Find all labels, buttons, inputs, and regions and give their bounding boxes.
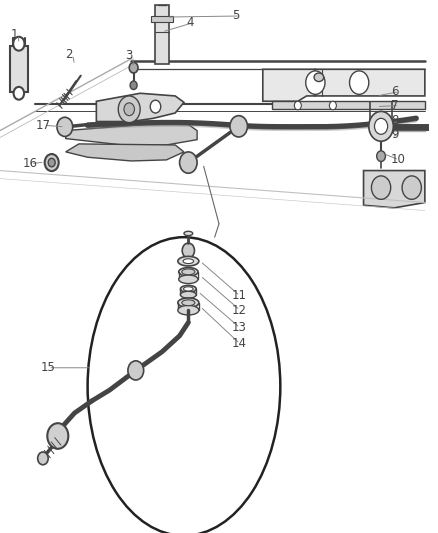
Polygon shape	[272, 101, 425, 109]
Polygon shape	[96, 93, 184, 122]
Circle shape	[402, 176, 421, 199]
Ellipse shape	[178, 305, 199, 315]
Circle shape	[129, 62, 138, 73]
Ellipse shape	[184, 287, 193, 291]
Ellipse shape	[179, 268, 198, 276]
Ellipse shape	[184, 231, 193, 236]
Bar	[151, 16, 173, 22]
Bar	[10, 46, 28, 92]
Polygon shape	[364, 171, 425, 208]
Text: 10: 10	[391, 154, 406, 166]
Text: 5: 5	[232, 10, 240, 22]
Text: 7: 7	[391, 99, 399, 112]
Circle shape	[13, 37, 25, 51]
Text: 3: 3	[125, 50, 132, 62]
Text: 17: 17	[36, 119, 51, 132]
Ellipse shape	[178, 298, 199, 308]
Ellipse shape	[180, 286, 196, 292]
Text: 8: 8	[391, 115, 399, 127]
Ellipse shape	[182, 269, 195, 274]
Text: 2: 2	[65, 48, 72, 61]
Ellipse shape	[314, 73, 324, 82]
Ellipse shape	[88, 237, 280, 533]
Circle shape	[182, 243, 194, 258]
Circle shape	[47, 423, 68, 449]
Text: 16: 16	[23, 157, 38, 170]
Circle shape	[350, 71, 369, 94]
Polygon shape	[66, 144, 184, 161]
Circle shape	[38, 452, 48, 465]
Ellipse shape	[182, 300, 195, 306]
Circle shape	[128, 361, 144, 380]
Text: 11: 11	[232, 289, 247, 302]
Text: 13: 13	[232, 321, 247, 334]
Polygon shape	[66, 122, 197, 145]
Polygon shape	[263, 69, 425, 101]
Circle shape	[329, 101, 336, 110]
Ellipse shape	[180, 291, 196, 298]
Circle shape	[124, 103, 134, 116]
Circle shape	[369, 111, 393, 141]
Text: 14: 14	[232, 337, 247, 350]
Circle shape	[48, 158, 55, 167]
Circle shape	[14, 87, 24, 100]
Circle shape	[130, 81, 137, 90]
Circle shape	[306, 71, 325, 94]
Circle shape	[377, 151, 385, 161]
Circle shape	[294, 101, 301, 110]
Text: 1: 1	[11, 28, 18, 41]
Ellipse shape	[179, 275, 198, 284]
Text: 15: 15	[40, 361, 55, 374]
Circle shape	[371, 176, 391, 199]
Circle shape	[118, 96, 140, 123]
Circle shape	[150, 100, 161, 113]
Circle shape	[374, 118, 388, 134]
Ellipse shape	[178, 256, 199, 266]
Text: 4: 4	[186, 16, 194, 29]
Text: 9: 9	[391, 128, 399, 141]
Circle shape	[230, 116, 247, 137]
Text: 6: 6	[391, 85, 399, 98]
Circle shape	[180, 152, 197, 173]
Circle shape	[57, 117, 73, 136]
Text: 12: 12	[232, 304, 247, 317]
Circle shape	[45, 154, 59, 171]
Bar	[155, 5, 169, 64]
Ellipse shape	[183, 259, 194, 264]
